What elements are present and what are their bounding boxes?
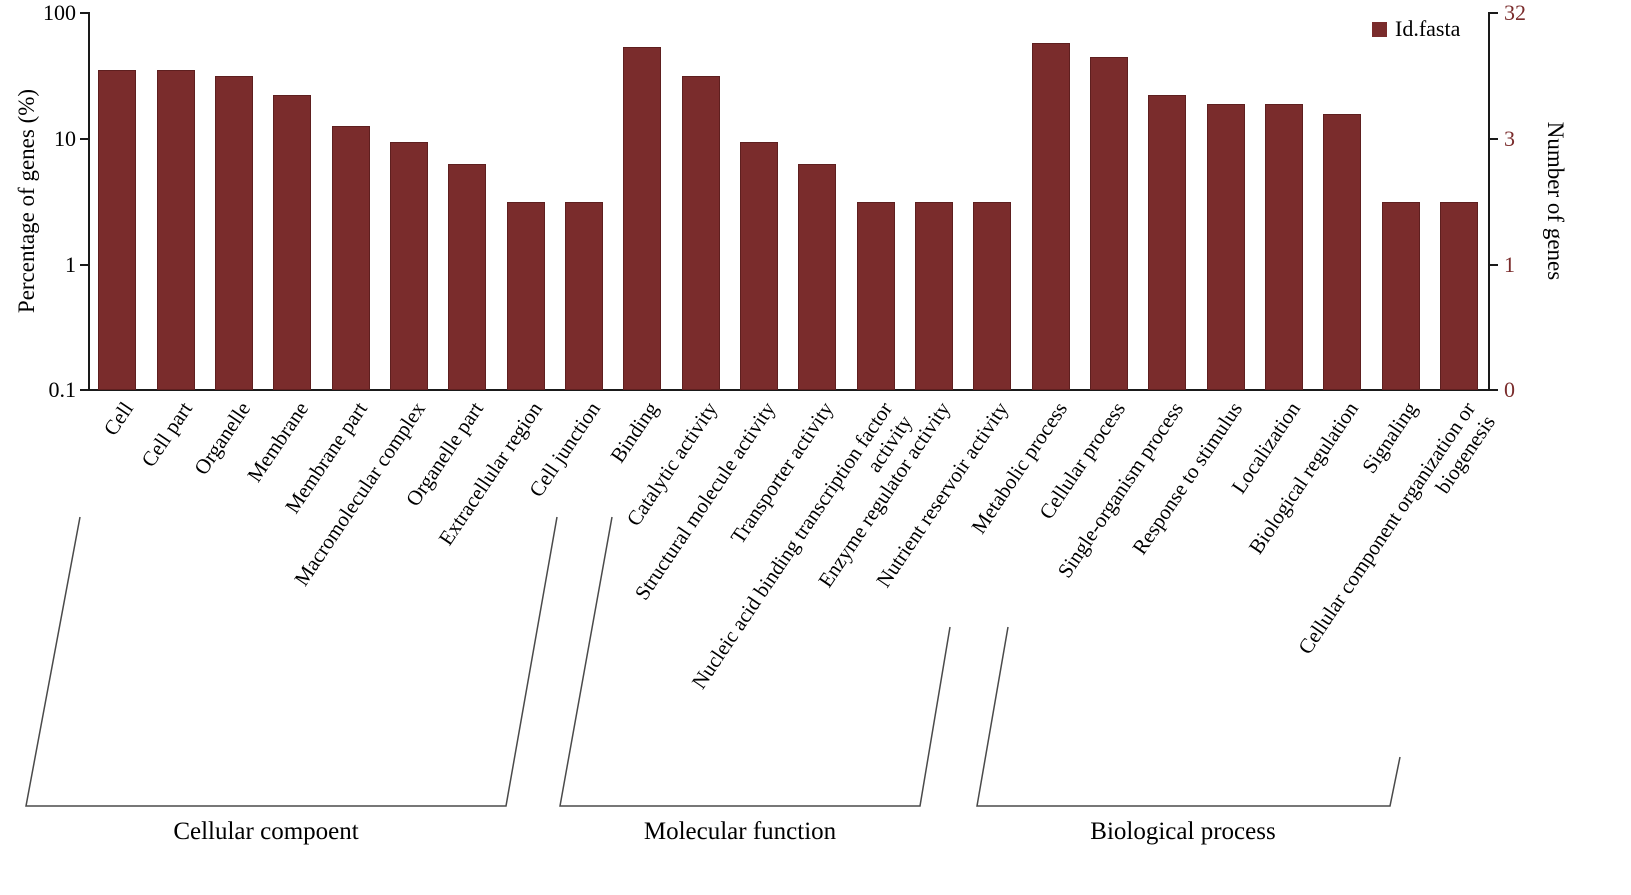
bar xyxy=(798,164,836,390)
x-axis-line xyxy=(88,389,1490,391)
bar xyxy=(273,95,311,390)
bar xyxy=(623,47,661,390)
bar xyxy=(1323,114,1361,390)
group-label-molecular-function: Molecular function xyxy=(643,818,837,845)
bar xyxy=(682,76,720,390)
legend-swatch-icon xyxy=(1372,21,1387,37)
y-left-tick-label: 100 xyxy=(43,0,76,25)
bar xyxy=(448,164,486,390)
left-axis-line xyxy=(88,12,90,390)
y-left-tick-label: 10 xyxy=(54,126,76,151)
bar xyxy=(1382,202,1420,390)
bar xyxy=(157,70,195,390)
bar xyxy=(507,202,545,390)
bar xyxy=(857,202,895,390)
right-tick-3 xyxy=(1490,138,1498,140)
left-tick-100 xyxy=(80,12,88,14)
bar xyxy=(390,142,428,390)
legend-label: Id.fasta xyxy=(1395,16,1461,41)
y-axis-title-left: Percentage of genes (%) xyxy=(14,88,39,314)
right-axis-line xyxy=(1488,12,1490,390)
y-right-tick-label: 3 xyxy=(1504,126,1515,151)
y-right-tick-label: 1 xyxy=(1504,252,1515,277)
bar xyxy=(1032,43,1070,390)
bar xyxy=(215,76,253,390)
bar xyxy=(1090,57,1128,390)
bar xyxy=(1440,202,1478,390)
left-tick-10 xyxy=(80,138,88,140)
y-left-tick-label: 0.1 xyxy=(48,377,77,402)
group-label-cellular-component: Cellular compoent xyxy=(173,818,359,845)
y-right-tick-label: 0 xyxy=(1504,377,1515,402)
y-right-tick-label: 32 xyxy=(1504,0,1526,25)
legend: Id.fasta xyxy=(1372,16,1460,42)
bar xyxy=(1207,104,1245,390)
left-tick-1 xyxy=(80,264,88,266)
bar xyxy=(565,202,603,390)
bar xyxy=(1265,104,1303,390)
bar xyxy=(973,202,1011,390)
group-label-biological-process: Biological process xyxy=(1090,818,1276,845)
bar xyxy=(740,142,778,390)
bar xyxy=(915,202,953,390)
y-left-tick-label: 1 xyxy=(65,252,76,277)
right-tick-32 xyxy=(1490,12,1498,14)
y-axis-title-right: Number of genes xyxy=(1543,121,1568,281)
right-tick-0 xyxy=(1490,389,1498,391)
bar xyxy=(332,126,370,390)
bar xyxy=(98,70,136,390)
bar xyxy=(1148,95,1186,390)
left-tick-0-1 xyxy=(80,389,88,391)
right-tick-1 xyxy=(1490,264,1498,266)
